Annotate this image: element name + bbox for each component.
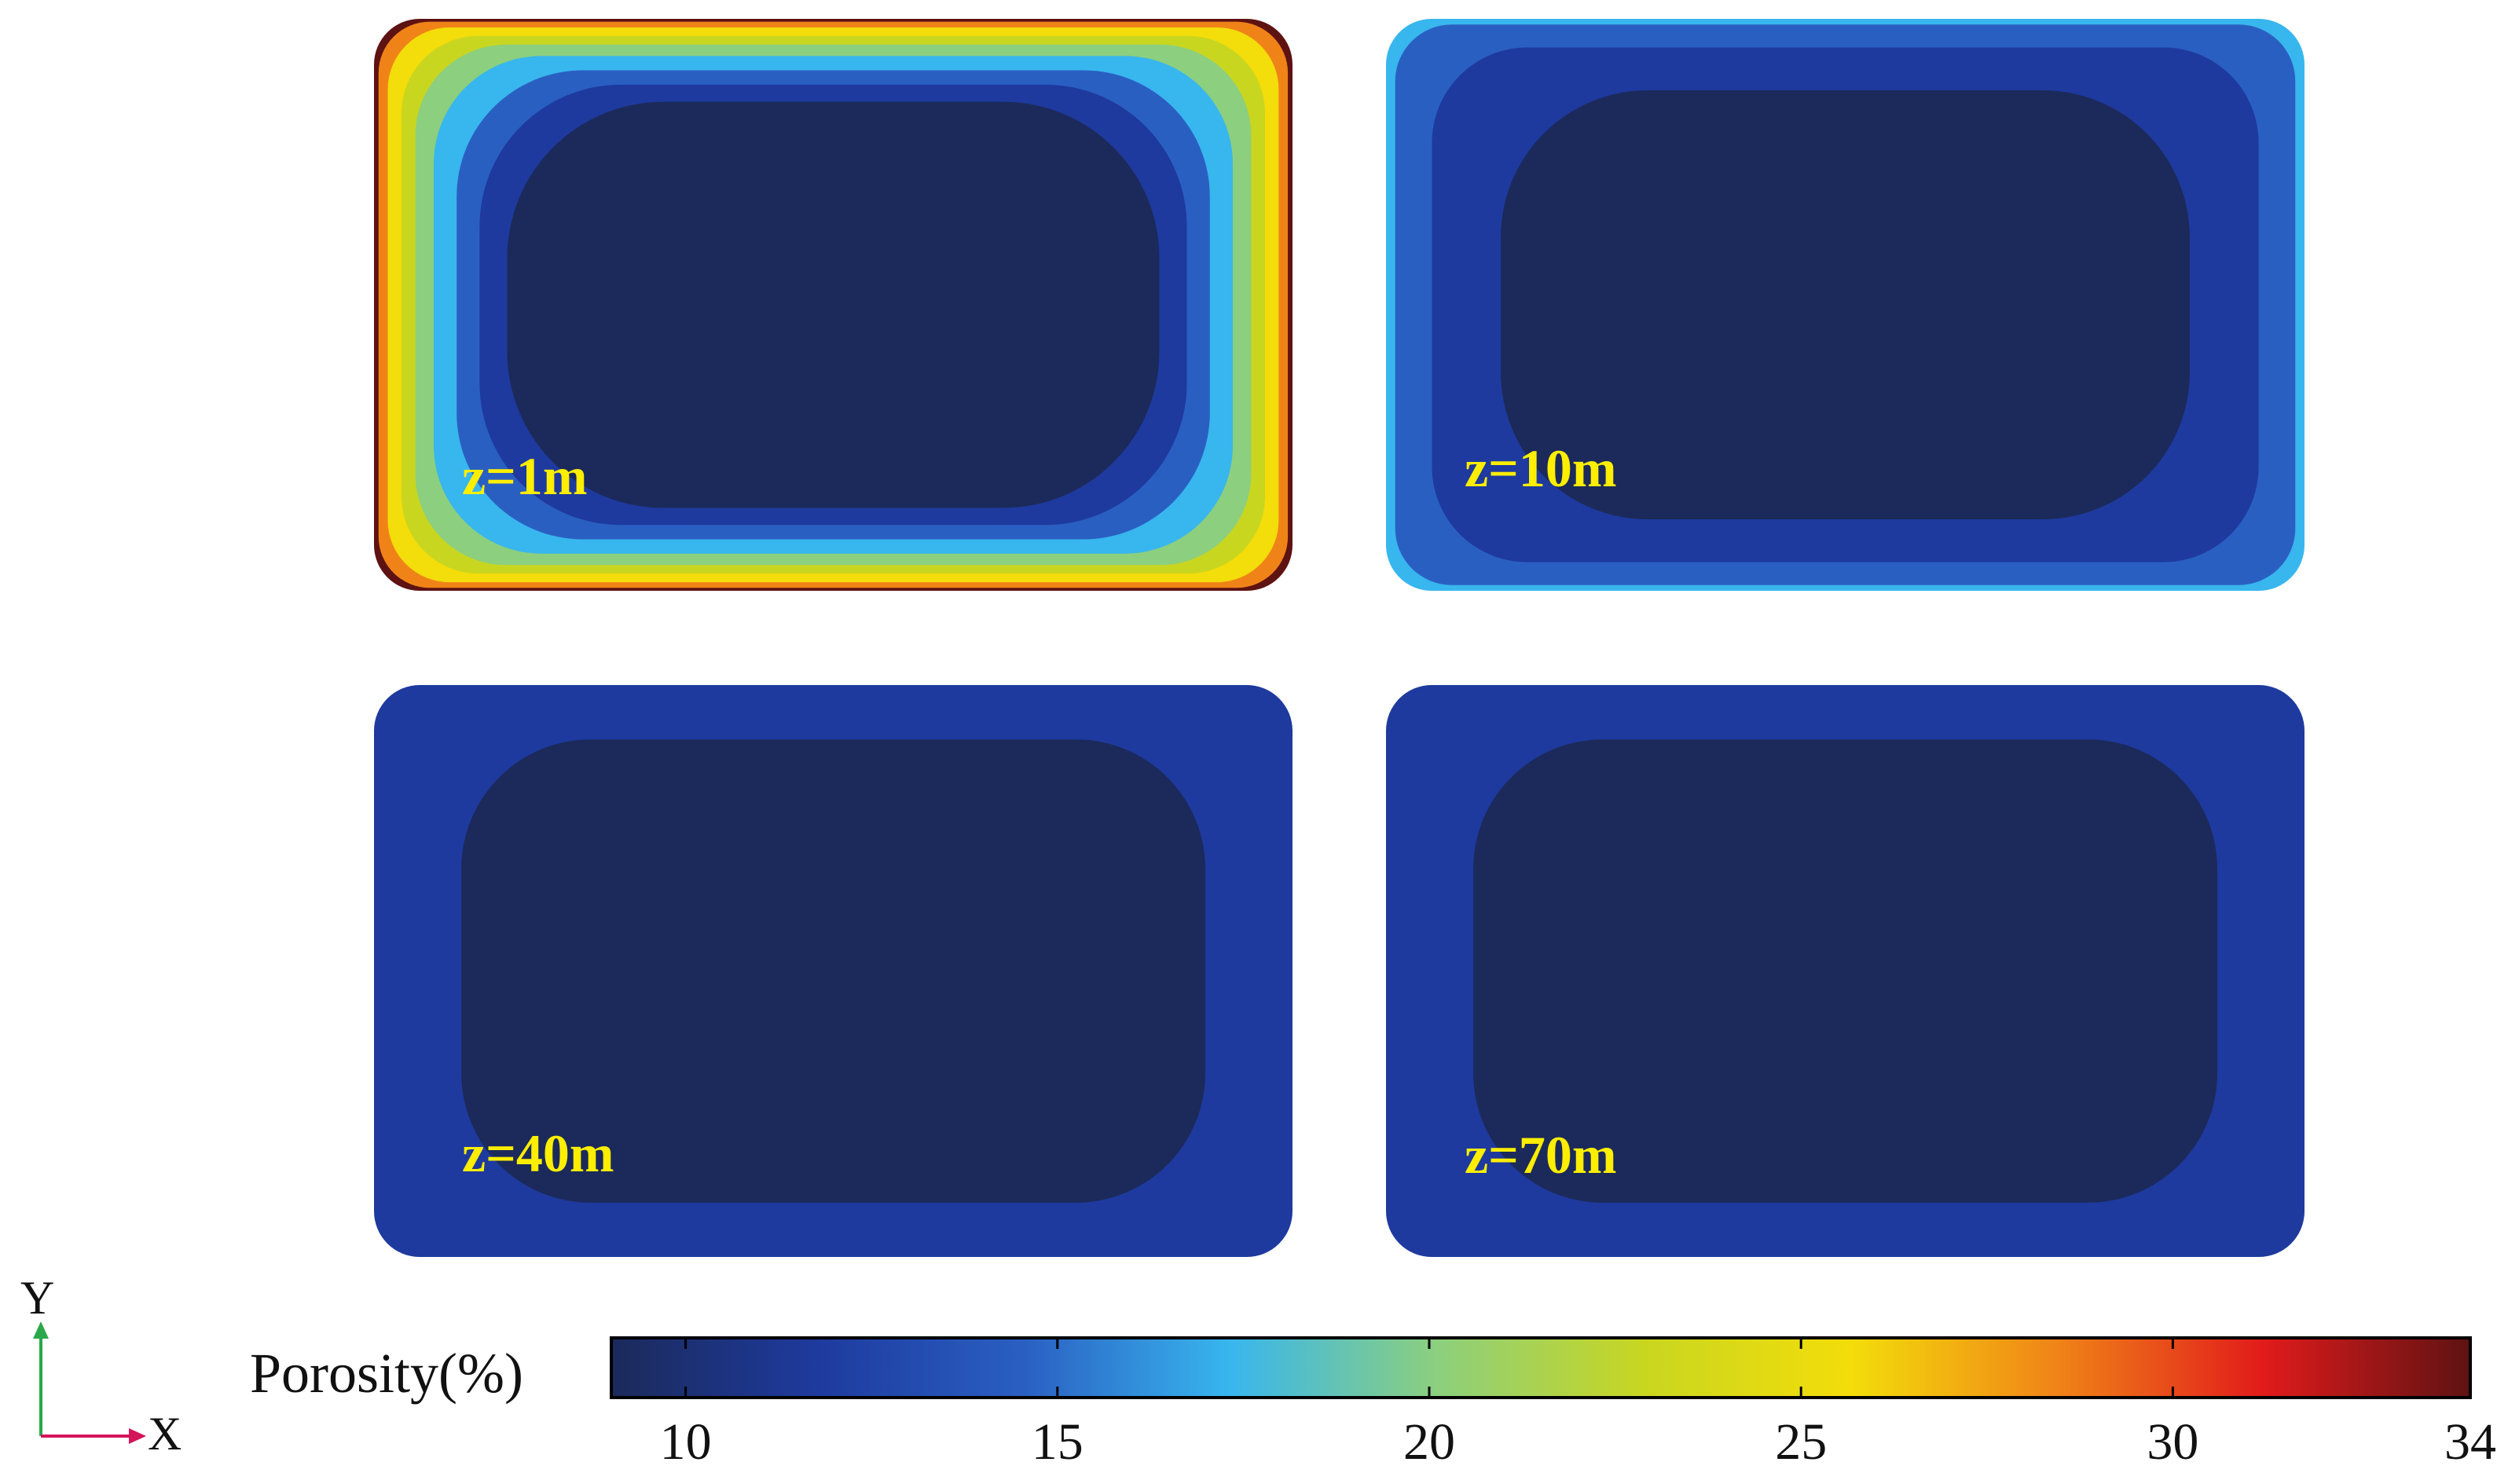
x-axis-label: X <box>148 1408 182 1460</box>
contour-core <box>1588 816 2103 1126</box>
heatmap-panel-z70: z=70m <box>1386 685 2304 1257</box>
heatmap-panel-z10: z=10m <box>1386 19 2304 591</box>
heatmap-z70-image <box>1386 685 2304 1257</box>
colorbar-tick-label: 15 <box>1032 1413 1084 1471</box>
colorbar-tick-label: 20 <box>1403 1413 1455 1471</box>
panel-label-z40: z=40m <box>462 1123 614 1183</box>
colorbar-tick-label: 34 <box>2444 1413 2496 1471</box>
panel-label-z1: z=1m <box>462 446 588 506</box>
colorbar-tick-label: 25 <box>1775 1413 1827 1471</box>
panel-label-z10: z=10m <box>1465 438 1617 498</box>
colorbar-title: Porosity(%) <box>250 1342 523 1405</box>
contour-core <box>1588 150 2103 460</box>
heatmap-z40-image <box>374 685 1292 1257</box>
contour-core <box>576 816 1091 1126</box>
heatmap-panel-z40: z=40m <box>374 685 1292 1257</box>
axes-indicator <box>33 1321 146 1444</box>
colorbar-tick-label: 30 <box>2147 1413 2198 1471</box>
heatmap-z10-image <box>1386 19 2304 591</box>
heatmap-panel-z1: z=1m <box>374 19 1292 591</box>
colorbar-tick-label: 10 <box>660 1413 712 1471</box>
x-axis-arrowhead-icon <box>129 1428 146 1444</box>
y-axis-label: Y <box>20 1272 55 1324</box>
contour-core <box>576 150 1091 460</box>
heatmap-z1-image <box>374 19 1292 591</box>
panel-label-z70: z=70m <box>1465 1125 1617 1185</box>
colorbar-gradient <box>610 1336 2472 1399</box>
y-axis-arrowhead-icon <box>33 1321 49 1339</box>
